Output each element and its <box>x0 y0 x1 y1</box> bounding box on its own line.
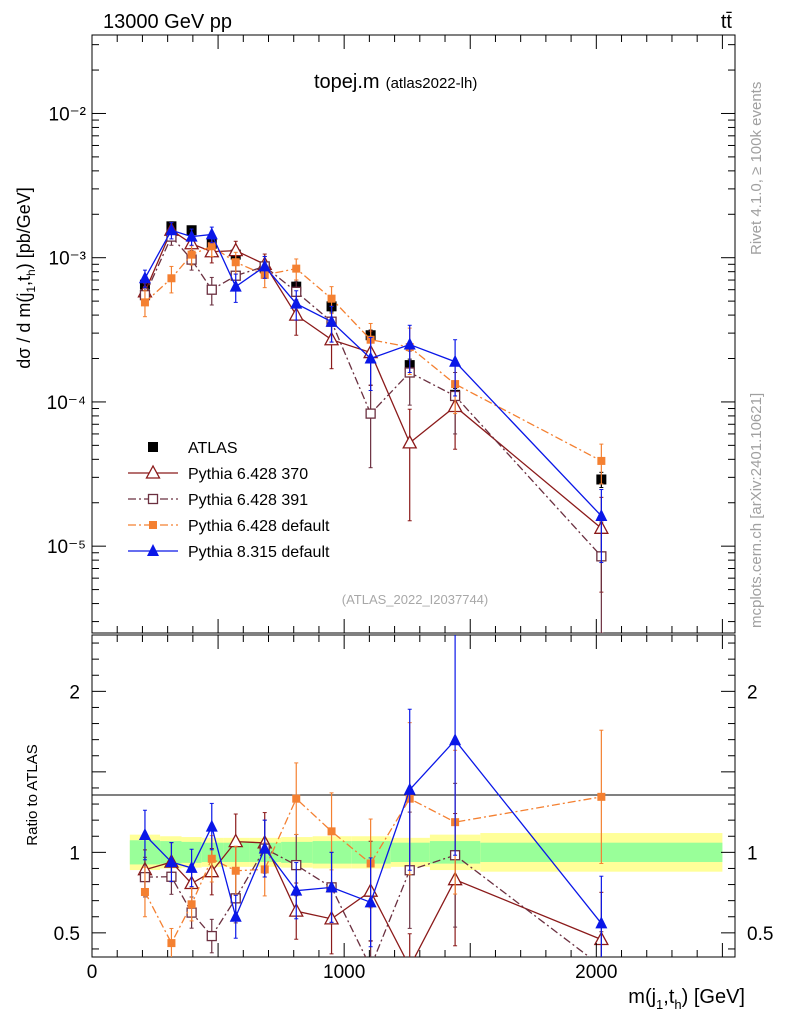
ratio-point-pythia-6-428-370 <box>403 960 416 972</box>
legend-label-pythia-8-315-default: Pythia 8.315 default <box>188 544 330 561</box>
x-tick-label: 1000 <box>323 962 365 983</box>
y-tick-label: 10⁻⁴ <box>47 393 86 414</box>
chart-title: topej.m (atlas2022-lh) <box>314 71 477 93</box>
ratio-point-pythia-8-315-default <box>205 819 218 832</box>
ratio-point-pythia-8-315-default <box>258 841 271 854</box>
point-pythia-6-428-370 <box>402 434 418 449</box>
ratio-point-pythia-8-315-default <box>325 880 338 893</box>
point-pythia-6-428-default <box>231 258 240 267</box>
legend-marker-atlas <box>148 442 158 452</box>
ratio-tick-label: 0.5 <box>747 924 773 945</box>
point-pythia-6-428-default <box>207 242 216 251</box>
point-pythia-6-428-default <box>327 294 336 303</box>
legend-label-pythia-6-428-default: Pythia 6.428 default <box>188 518 330 535</box>
point-pythia-8-315-default <box>403 337 416 350</box>
band-inner-segment <box>281 841 313 863</box>
ratio-point-pythia-6-428-default <box>231 866 240 875</box>
legend-label-atlas: ATLAS <box>188 440 238 457</box>
ratio-point-pythia-8-315-default <box>595 916 608 929</box>
series-line-pythia-8-315-default <box>144 229 602 517</box>
ratio-point-pythia-8-315-default <box>449 733 462 746</box>
x-tick-label: 0 <box>87 962 98 983</box>
ratio-line-pythia-6-428-default <box>144 796 602 945</box>
point-pythia-6-428-default <box>167 274 176 283</box>
ratio-line-pythia-8-315-default <box>144 739 602 924</box>
point-pythia-8-315-default <box>185 229 198 242</box>
ratio-band <box>129 833 723 872</box>
ratio-point-pythia-6-428-default <box>167 939 176 948</box>
legend-marker-pythia-8-315-default <box>147 544 159 556</box>
ratio-frame <box>91 634 736 958</box>
y-tick-label: 10⁻² <box>49 104 87 125</box>
ratio-point-pythia-8-315-default <box>185 860 198 873</box>
ratio-point-pythia-6-428-default <box>207 854 216 863</box>
main-frame <box>91 34 736 634</box>
side-label-rivet: Rivet 4.1.0, ≥ 100k events <box>748 82 765 255</box>
axes-layer: 10⁻² 10⁻³ 10⁻⁴ 10⁻⁵ 0.5 0.5 1 1 2 2 0 1000 2000 <box>47 35 773 983</box>
legend-marker-pythia-6-428-370 <box>145 464 161 479</box>
band-inner-segment <box>160 841 182 864</box>
ratio-line-pythia-6-428-370 <box>144 840 602 957</box>
point-pythia-8-315-default <box>229 279 242 292</box>
point-pythia-8-315-default <box>258 259 271 272</box>
band-inner-segment <box>223 842 250 863</box>
point-pythia-8-315-default <box>165 223 178 236</box>
legend-label-pythia-6-428-391: Pythia 6.428 391 <box>188 492 308 509</box>
ratio-tick-label: 2 <box>747 682 758 703</box>
ratio-point-pythia-6-428-default <box>292 794 301 803</box>
legend-marker-pythia-6-428-default <box>149 521 157 529</box>
point-pythia-8-315-default <box>364 351 377 364</box>
series-line-pythia-6-428-370 <box>144 229 602 529</box>
ratio-point-pythia-6-428-default <box>140 887 149 896</box>
ratio-point-pythia-8-315-default <box>403 782 416 795</box>
point-pythia-8-315-default <box>595 508 608 521</box>
point-pythia-6-428-default <box>140 298 149 307</box>
ratio-tick-label: 2 <box>69 682 80 703</box>
x-tick-label: 2000 <box>575 962 617 983</box>
point-pythia-6-428-391 <box>365 408 376 419</box>
legend: ATLAS Pythia 6.428 370 Pythia 6.428 391 Pyt… <box>128 440 330 561</box>
ratio-y-axis-label: Ratio to ATLAS <box>24 744 41 845</box>
band-inner-segment <box>390 842 430 863</box>
ratio-point-pythia-6-428-default <box>597 792 606 801</box>
ratio-point-pythia-6-428-391 <box>206 930 217 942</box>
x-axis-label: m(j1,th) [GeV] <box>628 986 745 1012</box>
series-line-pythia-6-428-default <box>144 245 602 462</box>
header-left: 13000 GeV pp <box>103 11 232 33</box>
ratio-point-pythia-8-315-default <box>290 883 303 896</box>
ratio-point-pythia-8-315-default <box>364 895 377 908</box>
point-pythia-6-428-default <box>187 250 196 259</box>
ratio-tick-label: 0.5 <box>54 924 80 945</box>
ratio-point-pythia-6-428-default <box>327 827 336 836</box>
point-pythia-6-428-391 <box>206 284 217 295</box>
main-series-layer <box>137 221 609 633</box>
point-pythia-8-315-default <box>325 314 338 327</box>
series-line-pythia-6-428-391 <box>144 235 602 557</box>
ratio-point-pythia-8-315-default <box>229 909 242 922</box>
y-tick-label: 10⁻⁵ <box>47 537 86 558</box>
watermark-label: (ATLAS_2022_I2037744) <box>342 592 488 607</box>
header-right: tt̄ <box>721 11 733 33</box>
side-label-mcplots: mcplots.cern.ch [arXiv:2401.10621] <box>748 393 765 628</box>
ratio-point-pythia-8-315-default <box>138 828 151 841</box>
legend-label-pythia-6-428-370: Pythia 6.428 370 <box>188 466 308 483</box>
ratio-point-pythia-6-428-default <box>187 900 196 909</box>
y-axis-label: dσ / d m(j1,th) [pb/GeV] <box>14 187 38 369</box>
legend-marker-pythia-6-428-391 <box>147 493 159 505</box>
point-pythia-6-428-default <box>292 264 301 273</box>
point-pythia-8-315-default <box>290 296 303 309</box>
ratio-series-layer <box>137 635 609 972</box>
point-pythia-8-315-default <box>205 227 218 240</box>
ratio-tick-label: 1 <box>69 843 80 864</box>
ratio-point-pythia-8-315-default <box>165 855 178 868</box>
point-pythia-6-428-default <box>597 456 606 465</box>
y-tick-label: 10⁻³ <box>49 249 87 270</box>
point-pythia-8-315-default <box>449 354 462 367</box>
ratio-point-pythia-6-428-391 <box>366 963 375 972</box>
ratio-tick-label: 1 <box>747 843 758 864</box>
point-pythia-8-315-default <box>138 271 151 284</box>
